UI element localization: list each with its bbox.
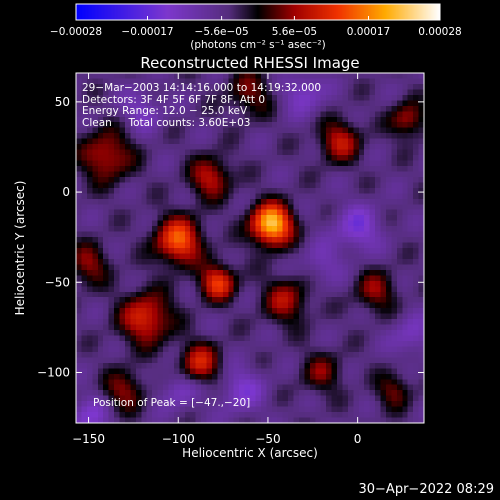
colorbar: −0.00028 −0.00017 −5.6e−05 5.6e−05 0.00017 0.… [50, 3, 462, 51]
energy-range: Energy Range: 12.0 − 25.0 keV [82, 105, 248, 117]
detectors: Detectors: 3F 4F 5F 6F 7F 8F, Att 0 [82, 93, 266, 106]
x-tick-label: −50 [255, 432, 280, 446]
method-counts: Clean Total counts: 3.60E+03 [82, 116, 251, 129]
heatmap-image [76, 73, 424, 423]
y-tick-label: −100 [37, 365, 70, 379]
y-axis-ticks: −100 −50 0 50 [37, 95, 424, 379]
y-axis-label: Heliocentric Y (arcsec) [13, 181, 27, 316]
colorbar-tick-label: 0.00028 [418, 26, 461, 38]
colorbar-tick-label: −5.6e−05 [195, 26, 249, 38]
y-tick-label: 50 [55, 95, 70, 109]
x-axis-ticks: −150 −100 −50 0 [72, 73, 361, 446]
peak-position: Position of Peak = [−47.,−20] [93, 397, 251, 409]
footer-timestamp: 30−Apr−2022 08:29 [358, 482, 495, 497]
x-tick-label: 0 [354, 432, 362, 446]
colorbar-tick-label: 0.00017 [347, 26, 390, 38]
colorbar-tick-label: −0.00028 [50, 26, 102, 38]
x-tick-label: −100 [162, 432, 195, 446]
plot-frame [75, 72, 425, 424]
x-axis-label: Heliocentric X (arcsec) [182, 446, 318, 460]
y-tick-label: −50 [45, 275, 70, 289]
colorbar-unit-label: (photons cm⁻² s⁻¹ asec⁻²) [190, 39, 325, 51]
chart-title: Reconstructed RHESSI Image [140, 54, 359, 72]
plot-area: −150 −100 −50 0 −100 −50 0 50 [37, 72, 425, 446]
colorbar-tick-label: −0.00017 [121, 26, 173, 38]
x-tick-label: −150 [72, 432, 105, 446]
y-tick-label: 0 [62, 185, 70, 199]
colorbar-tick-label: 5.6e−05 [272, 26, 317, 38]
observation-info: 29−Mar−2003 14:14:16.000 to 14:19:32.000… [82, 82, 412, 129]
colorbar-fill [76, 4, 440, 20]
time-range: 29−Mar−2003 14:14:16.000 to 14:19:32.000 [82, 82, 322, 94]
colorbar-gradient [75, 3, 441, 21]
colorbar-ticks: −0.00028 −0.00017 −5.6e−05 5.6e−05 0.00017 0.… [50, 16, 462, 38]
